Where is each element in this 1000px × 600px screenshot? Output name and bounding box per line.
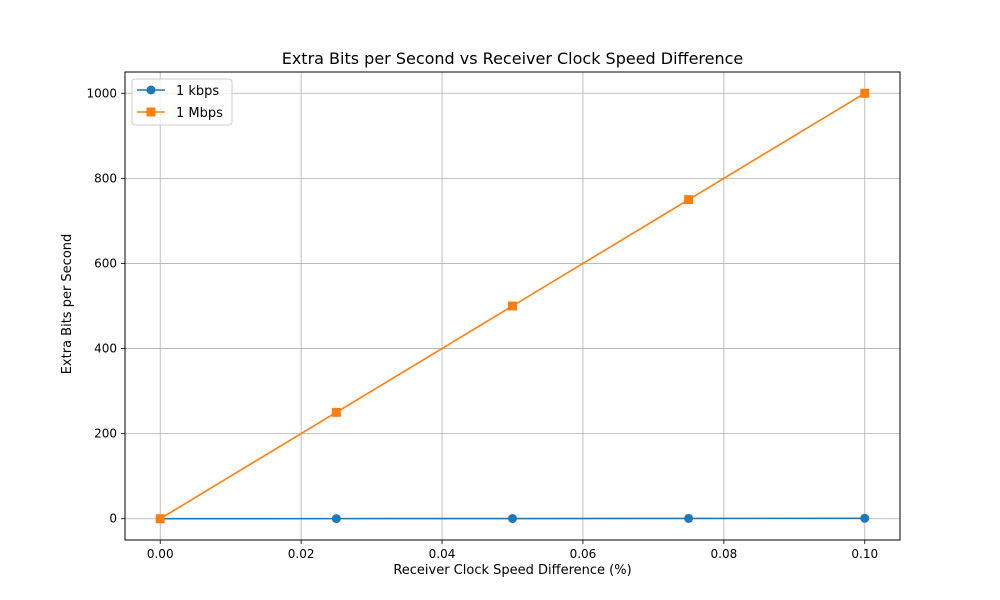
y-axis-label: Extra Bits per Second [60, 234, 75, 375]
data-point [331, 514, 341, 524]
y-tick-label: 600 [94, 256, 117, 270]
legend: 1 kbps 1 Mbps [131, 78, 233, 126]
data-point [331, 407, 341, 417]
x-tick-label: 0.00 [147, 547, 174, 561]
x-tick-label: 0.04 [429, 547, 456, 561]
data-point [508, 514, 517, 524]
data-point [684, 195, 694, 205]
legend-label: 1 Mbps [176, 106, 223, 121]
series-1 [155, 88, 870, 524]
y-tick-label: 800 [94, 171, 117, 185]
y-tick-label: 200 [94, 427, 117, 441]
legend-label: 1 kbps [176, 84, 219, 99]
series-layer [155, 88, 870, 524]
plot-frame [124, 71, 901, 541]
legend-marker [146, 85, 156, 95]
x-tick-label: 0.10 [851, 547, 878, 561]
y-tick-label: 400 [94, 342, 117, 356]
data-point [508, 301, 517, 311]
data-point [860, 88, 870, 98]
data-point [860, 513, 870, 523]
y-tick-label: 1000 [86, 86, 117, 100]
y-tick-label: 0 [109, 512, 117, 526]
data-point [155, 514, 165, 524]
chart-title: Extra Bits per Second vs Receiver Clock … [282, 49, 744, 68]
ticks: 0.00 0.02 0.04 0.06 0.08 0.10 0 200 400 600 800 100… [86, 86, 878, 561]
x-axis-label: Receiver Clock Speed Difference (%) [393, 563, 631, 578]
x-tick-label: 0.08 [711, 547, 738, 561]
data-point [684, 513, 694, 523]
x-tick-label: 0.06 [570, 547, 597, 561]
x-tick-label: 0.02 [288, 547, 315, 561]
legend-marker [146, 107, 156, 117]
